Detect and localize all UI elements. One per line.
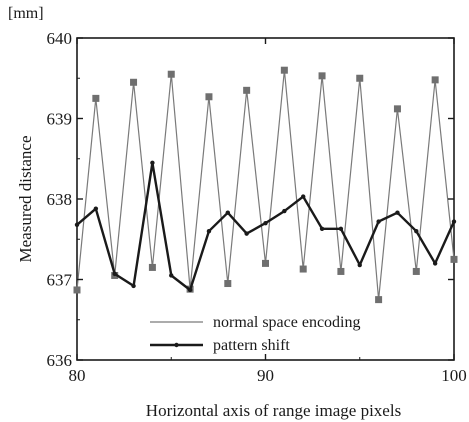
data-point-dot [319, 226, 325, 231]
y-tick-label: 637 [47, 271, 73, 290]
data-point-square [224, 280, 232, 288]
data-point-square [299, 265, 307, 273]
y-tick-label: 638 [47, 190, 73, 209]
data-point-dot [187, 287, 193, 293]
legend-label-1: pattern shift [213, 337, 290, 354]
x-tick-label: 80 [69, 366, 86, 385]
data-point-dot [225, 210, 230, 215]
data-point-square [167, 70, 175, 78]
x-tick-label: 90 [257, 366, 274, 385]
data-point-square [318, 72, 326, 80]
data-point-dot [263, 220, 268, 226]
data-point-square [450, 255, 458, 263]
data-point-dot [244, 231, 249, 236]
legend: normal space encoding pattern shift [150, 314, 361, 354]
y-tick-label: 639 [47, 110, 73, 129]
data-point-dot [131, 283, 136, 289]
data-point-square [148, 263, 156, 271]
data-point-dot [282, 208, 287, 214]
data-point-dot [169, 273, 174, 278]
data-point-square [130, 78, 138, 86]
data-point-dot [376, 219, 381, 224]
data-point-dot [338, 226, 344, 231]
data-point-square [356, 74, 364, 82]
data-point-square [280, 66, 288, 74]
x-axis-title: Horizontal axis of range image pixels [146, 401, 401, 420]
data-point-square [243, 86, 251, 94]
data-point-dot [414, 229, 419, 234]
data-point-dot [74, 222, 80, 227]
axis-layer: 636 637 638 639 640 80 90 100 Horizontal axis of… [8, 5, 467, 420]
data-point-dot [395, 210, 400, 215]
x-tick-label: 100 [441, 366, 467, 385]
legend-marker-dot [174, 342, 179, 348]
data-point-square [393, 105, 401, 113]
y-tick-label: 636 [47, 351, 73, 370]
y-tick-label: 640 [47, 29, 73, 48]
data-point-dot [150, 160, 155, 165]
data-point-square [337, 267, 345, 275]
data-point-dot [112, 271, 117, 277]
data-point-dot [357, 262, 362, 268]
y-unit-label: [mm] [8, 5, 44, 22]
data-point-square [375, 296, 383, 304]
data-point-square [205, 93, 213, 101]
data-point-dot [206, 229, 212, 234]
data-point-square [73, 286, 81, 294]
data-point-square [92, 94, 100, 102]
data-point-square [262, 259, 269, 267]
legend-label-0: normal space encoding [213, 314, 361, 331]
data-point-dot [301, 194, 306, 199]
series-layer [73, 66, 458, 304]
data-point-dot [93, 206, 99, 211]
y-axis-title: Measured distance [16, 136, 35, 263]
data-point-square [431, 76, 439, 84]
series-line-1 [76, 161, 456, 292]
data-point-dot [432, 261, 438, 266]
data-point-dot [451, 219, 457, 224]
data-point-square [412, 267, 420, 275]
